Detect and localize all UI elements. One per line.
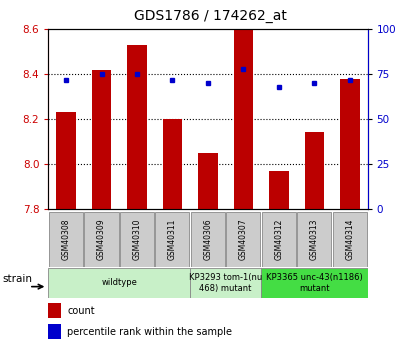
Text: GSM40309: GSM40309 [97,219,106,260]
Bar [56,112,76,209]
Text: wildtype: wildtype [101,278,137,287]
Text: GDS1786 / 174262_at: GDS1786 / 174262_at [134,9,286,23]
Text: GSM40306: GSM40306 [203,219,213,260]
Text: GSM40310: GSM40310 [132,219,142,260]
Bar [48,303,61,318]
FancyBboxPatch shape [297,211,331,267]
Text: KP3365 unc-43(n1186)
mutant: KP3365 unc-43(n1186) mutant [266,273,363,293]
Bar [304,132,324,209]
FancyBboxPatch shape [191,211,225,267]
Bar [92,70,111,209]
FancyBboxPatch shape [226,211,260,267]
Bar [48,324,61,339]
Text: percentile rank within the sample: percentile rank within the sample [68,327,232,337]
Text: GSM40311: GSM40311 [168,219,177,260]
FancyBboxPatch shape [190,268,261,298]
FancyBboxPatch shape [155,211,189,267]
FancyBboxPatch shape [120,211,154,267]
Bar [269,170,289,209]
FancyBboxPatch shape [333,211,367,267]
Text: GSM40314: GSM40314 [345,219,354,260]
Bar [340,79,360,209]
FancyBboxPatch shape [49,211,83,267]
Text: count: count [68,306,95,315]
FancyBboxPatch shape [261,268,368,298]
FancyBboxPatch shape [84,211,118,267]
Text: GSM40312: GSM40312 [274,219,284,260]
Text: strain: strain [2,275,32,284]
Text: KP3293 tom-1(nu
468) mutant: KP3293 tom-1(nu 468) mutant [189,273,262,293]
Text: GSM40307: GSM40307 [239,219,248,260]
FancyBboxPatch shape [48,268,190,298]
FancyBboxPatch shape [262,211,296,267]
Bar [127,45,147,209]
Bar [234,29,253,209]
Bar [198,152,218,209]
Bar [163,119,182,209]
Text: GSM40308: GSM40308 [62,219,71,260]
Text: GSM40313: GSM40313 [310,219,319,260]
